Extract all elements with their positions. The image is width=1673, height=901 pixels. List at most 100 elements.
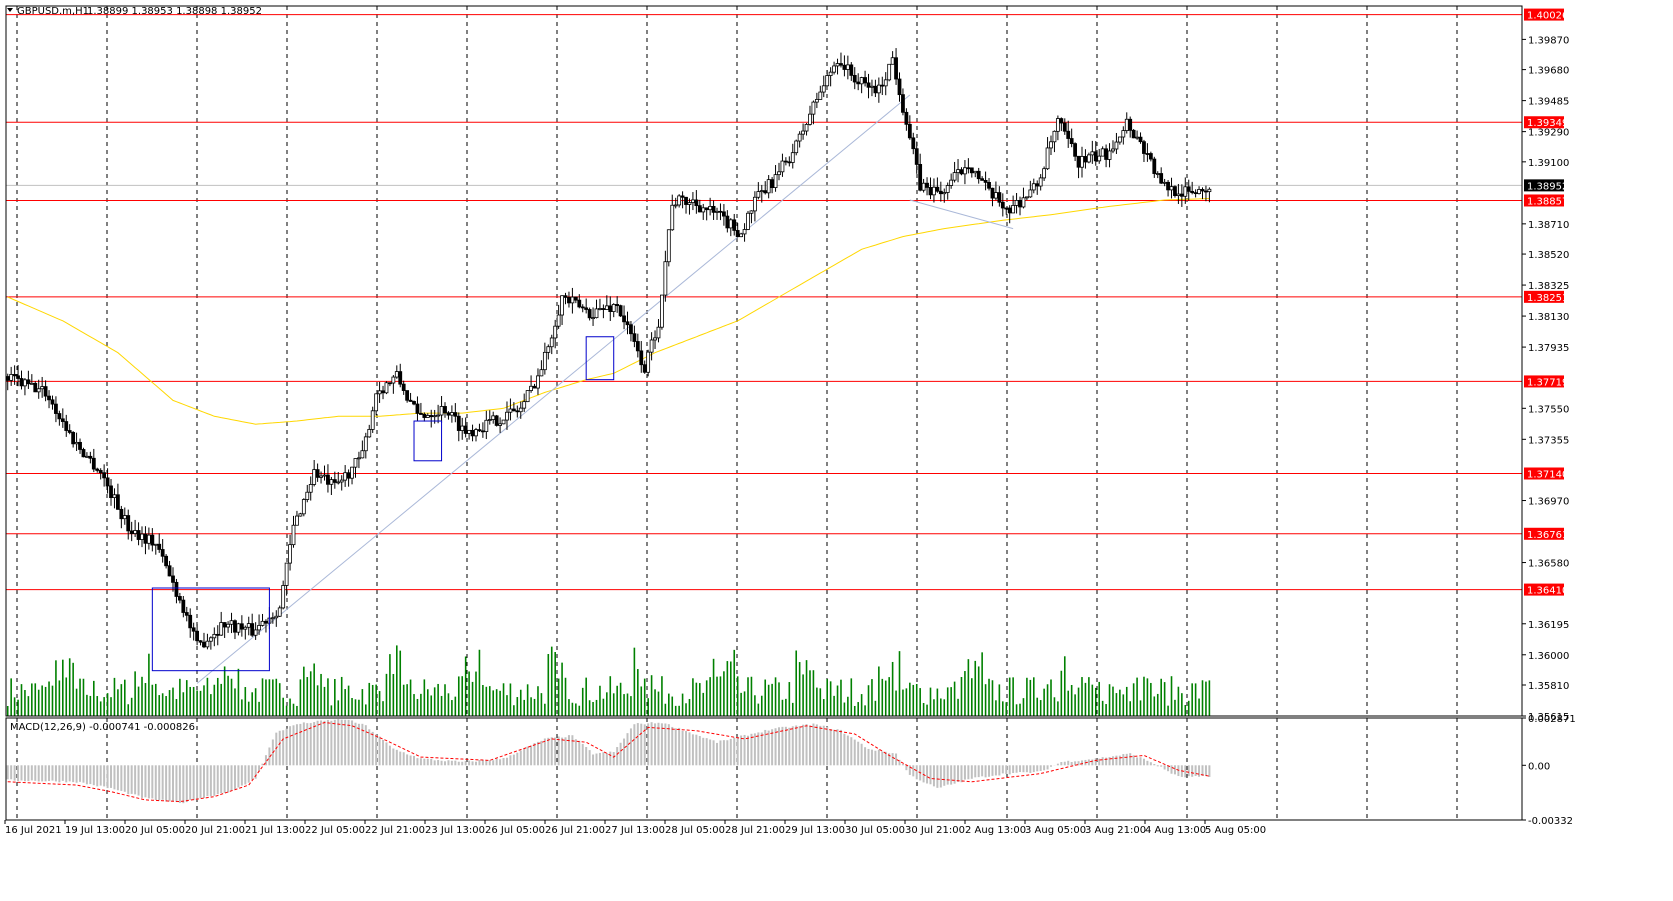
y-tick-label: 1.39485 bbox=[1528, 97, 1569, 108]
macd-label: MACD(12,26,9) -0.000741 -0.000826 bbox=[10, 722, 195, 733]
candle-body bbox=[1138, 136, 1143, 143]
candle-body bbox=[1025, 196, 1029, 199]
candlesticks bbox=[5, 48, 1212, 650]
candle-body bbox=[1142, 141, 1146, 154]
candle-body bbox=[102, 472, 107, 479]
candle-body bbox=[188, 614, 193, 629]
grid bbox=[16, 6, 1458, 820]
candle-body bbox=[133, 530, 138, 534]
x-tick-label: 26 Jul 05:00 bbox=[485, 825, 545, 836]
candle-body bbox=[367, 429, 372, 438]
y-tick-label: 1.35810 bbox=[1528, 681, 1569, 692]
candle-body bbox=[780, 160, 785, 173]
candle-body bbox=[783, 160, 788, 163]
candle-body bbox=[239, 623, 244, 630]
candle-body bbox=[594, 308, 599, 319]
candle-body bbox=[969, 167, 974, 174]
candle-body bbox=[573, 296, 578, 301]
candle-body bbox=[181, 599, 186, 613]
symbol-dropdown-icon[interactable] bbox=[7, 8, 13, 12]
candle-body bbox=[777, 171, 781, 176]
candle-body bbox=[611, 304, 616, 313]
candle-body bbox=[398, 371, 403, 385]
candle-body bbox=[449, 412, 454, 416]
candle-body bbox=[1204, 190, 1208, 193]
candle-body bbox=[942, 192, 947, 195]
candle-body bbox=[301, 499, 306, 515]
candle-body bbox=[98, 470, 103, 474]
candle-body bbox=[422, 413, 427, 418]
candle-body bbox=[828, 71, 833, 76]
candle-body bbox=[143, 533, 148, 544]
level-price-tag: 1.36761 bbox=[1524, 527, 1568, 541]
candle-body bbox=[412, 401, 416, 405]
candle-body bbox=[821, 85, 826, 93]
candle-body bbox=[949, 179, 954, 186]
candle-body bbox=[1055, 118, 1060, 132]
candle-body bbox=[446, 412, 451, 416]
candle-body bbox=[439, 406, 444, 416]
candle-body bbox=[33, 382, 38, 393]
candle-body bbox=[109, 485, 113, 499]
candle-body bbox=[425, 415, 430, 418]
candle-body bbox=[1135, 136, 1139, 139]
candle-body bbox=[23, 379, 27, 387]
candle-body bbox=[326, 474, 330, 485]
candle-body bbox=[787, 161, 792, 164]
candle-body bbox=[360, 450, 365, 459]
candle-body bbox=[219, 622, 224, 636]
candle-body bbox=[763, 190, 768, 194]
candle-body bbox=[54, 403, 58, 414]
candle-body bbox=[71, 432, 76, 445]
candle-body bbox=[1014, 200, 1019, 206]
current-tag-text: 1.38952 bbox=[1527, 181, 1568, 192]
candle-body bbox=[708, 205, 713, 211]
candle-body bbox=[67, 430, 72, 433]
x-tick-label: 2 Aug 13:00 bbox=[965, 825, 1026, 836]
candle-body bbox=[852, 74, 857, 83]
candle-body bbox=[329, 479, 334, 485]
candle-body bbox=[536, 375, 540, 389]
candle-body bbox=[870, 85, 874, 88]
candle-body bbox=[140, 533, 144, 540]
candle-body bbox=[1114, 141, 1119, 150]
candle-body bbox=[1021, 197, 1026, 208]
candle-body bbox=[666, 229, 671, 263]
candle-body bbox=[632, 333, 637, 342]
trendline bbox=[196, 94, 911, 684]
candle-body bbox=[105, 477, 110, 487]
candle-body bbox=[332, 479, 337, 483]
candle-body bbox=[907, 123, 912, 139]
candle-body bbox=[518, 407, 523, 413]
candle-body bbox=[357, 457, 361, 460]
candle-body bbox=[615, 304, 620, 307]
candle-body bbox=[1128, 118, 1133, 131]
candle-body bbox=[956, 169, 960, 174]
y-tick-label: 1.37550 bbox=[1528, 404, 1569, 415]
x-tick-label: 29 Jul 13:00 bbox=[785, 825, 845, 836]
candle-body bbox=[229, 620, 234, 625]
candle-body bbox=[601, 308, 606, 310]
level-tag-bg bbox=[1524, 375, 1564, 388]
candle-body bbox=[226, 623, 230, 628]
candle-body bbox=[746, 212, 750, 230]
candle-body bbox=[298, 513, 303, 517]
candle-body bbox=[305, 491, 310, 500]
candle-body bbox=[901, 94, 905, 113]
candle-body bbox=[704, 207, 709, 211]
candle-body bbox=[40, 386, 45, 390]
candle-body bbox=[150, 534, 155, 546]
candle-body bbox=[911, 137, 916, 150]
time-axis: 16 Jul 2021 19 Jul 13:00 20 Jul 05:00 20 Ju… bbox=[4, 820, 1266, 836]
macd-tick-label: 0.002871 bbox=[1528, 714, 1576, 725]
x-tick-label: 4 Aug 13:00 bbox=[1145, 825, 1206, 836]
candle-body bbox=[542, 351, 547, 371]
candle-body bbox=[136, 530, 141, 540]
level-tag-bg bbox=[1524, 583, 1564, 596]
candle-body bbox=[453, 412, 458, 417]
candle-body bbox=[567, 297, 571, 304]
candle-body bbox=[722, 211, 726, 217]
candle-body bbox=[288, 544, 292, 564]
